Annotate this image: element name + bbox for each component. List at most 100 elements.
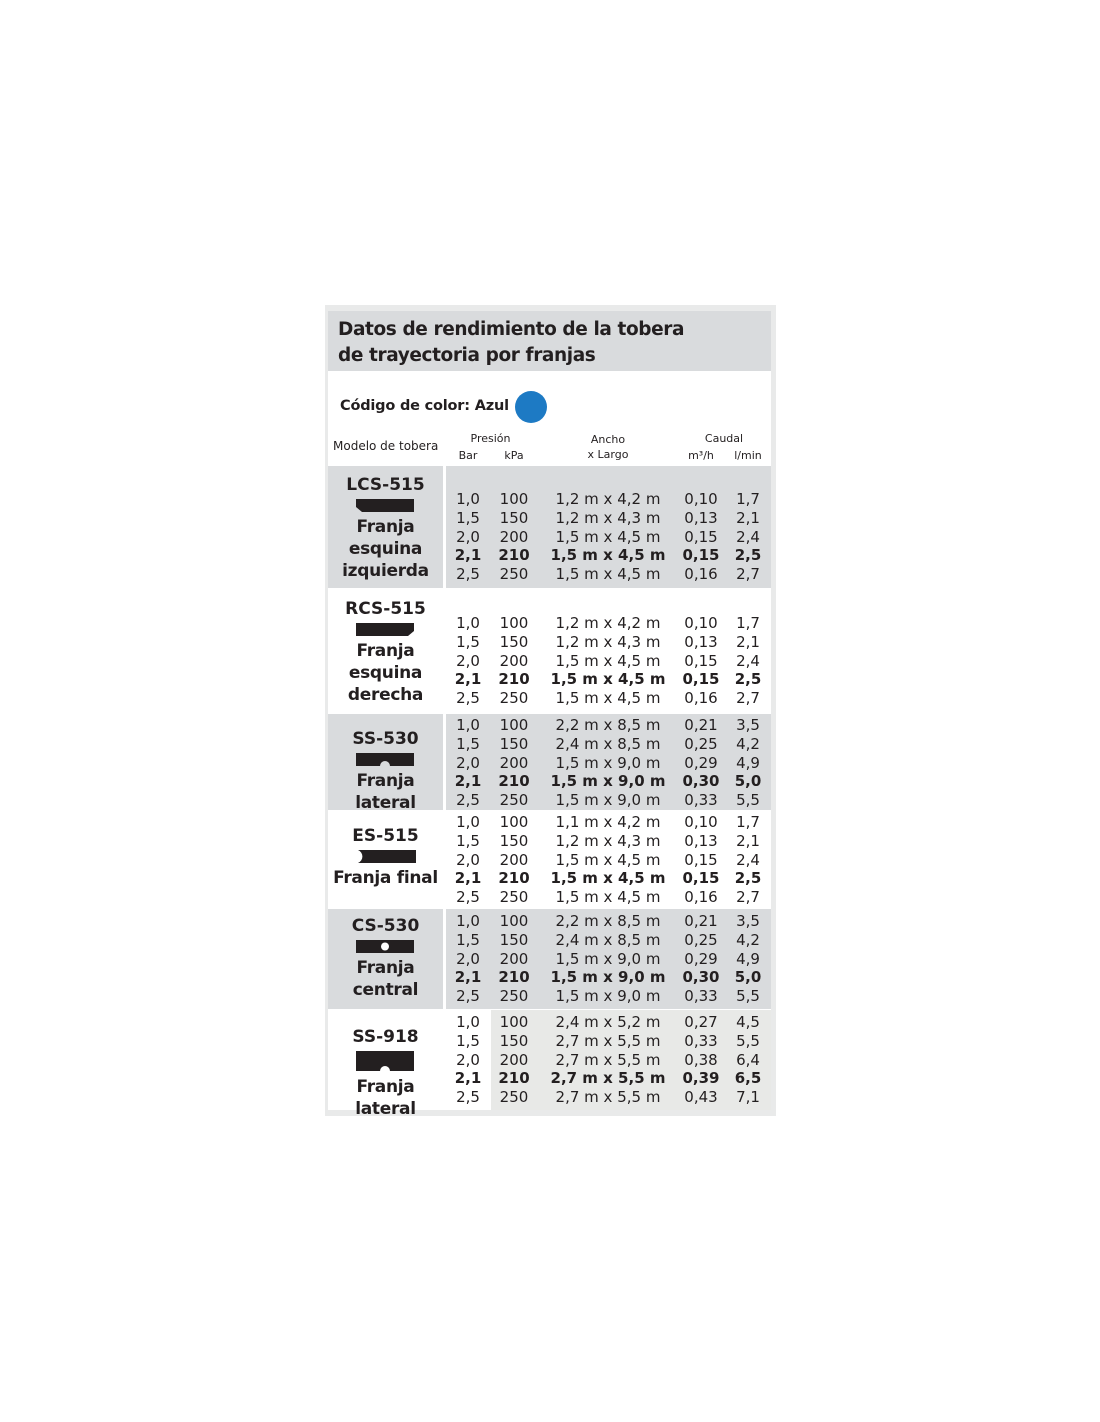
cell: 2,0 (456, 949, 480, 968)
cell: 3,5 (736, 912, 760, 930)
table-row: 1,5 150 1,2 m x 4,3 m 0,13 2,1 (328, 509, 771, 528)
cell: 1,5 (456, 734, 480, 753)
model-name: CS-530 (351, 916, 420, 936)
cell: 2,7 m x 5,5 m (555, 1088, 661, 1107)
table-row: 2,5 250 1,5 m x 9,0 m 0,33 5,5 (328, 791, 771, 810)
cell: 0,33 (684, 791, 718, 810)
table-row: 2,0 200 1,5 m x 9,0 m 0,29 4,9 (328, 950, 771, 969)
cell: 0,10 (684, 813, 718, 831)
cell: 4,9 (736, 949, 760, 968)
table-row: 2,0 200 1,5 m x 4,5 m 0,15 2,4 (328, 851, 771, 870)
cell: 250 (499, 1088, 529, 1107)
cell: 1,5 m x 9,0 m (550, 968, 666, 987)
cell: 2,1 (454, 968, 482, 987)
side-strip-icon (328, 753, 443, 767)
divider (443, 590, 446, 712)
model-description: central (352, 980, 419, 1000)
model-name: LCS-515 (346, 475, 425, 495)
page-title: Datos de rendimiento de la tobera de tra… (338, 319, 685, 366)
cell: 200 (499, 850, 529, 869)
cell: 200 (499, 527, 529, 546)
cell: 250 (499, 565, 529, 584)
cell: 210 (498, 869, 530, 888)
cell: 2,7 m x 5,5 m (550, 1069, 666, 1088)
cell: 2,2 m x 8,5 m (555, 716, 661, 734)
table-row: 1,5 150 2,7 m x 5,5 m 0,33 5,5 (328, 1032, 771, 1051)
cell: 0,43 (684, 1088, 718, 1107)
model-description: Franja final (333, 868, 438, 888)
lmin-header: l/min (734, 449, 762, 462)
cell: 2,5 (734, 670, 762, 689)
data-column-bg (491, 466, 771, 588)
cell: 210 (498, 1069, 530, 1088)
table-row: 2,5 250 1,5 m x 4,5 m 0,16 2,7 (328, 565, 771, 584)
cell: 210 (498, 546, 530, 565)
cell: 0,25 (684, 930, 718, 949)
cell: 100 (499, 912, 529, 930)
cell: 1,5 m x 9,0 m (555, 753, 661, 772)
cell: 1,5 m x 4,5 m (550, 670, 666, 689)
cell: 210 (498, 968, 530, 987)
cell: 5,5 (736, 791, 760, 810)
model-description: Franja (356, 958, 415, 978)
cell: 150 (499, 1031, 529, 1050)
model-description: Franja lateral (355, 1077, 416, 1119)
cell: 4,9 (736, 753, 760, 772)
cell: 2,0 (456, 753, 480, 772)
cell: 1,0 (456, 912, 480, 930)
data-column-bg (491, 909, 771, 1009)
model-description: izquierda (342, 561, 429, 581)
cell: 0,15 (682, 869, 720, 888)
table-row: 1,5 150 2,4 m x 8,5 m 0,25 4,2 (328, 735, 771, 754)
cell: 1,2 m x 4,3 m (555, 632, 661, 651)
color-code-label: Código de color: Azul (340, 398, 509, 414)
cell: 5,0 (734, 968, 762, 987)
model-row-es-515: ES-515 Franja final 1,0 100 1,1 m x 4,2 m 0… (328, 811, 771, 907)
cell: 2,4 m x 8,5 m (555, 734, 661, 753)
cell: 2,4 (736, 850, 760, 869)
cell: 0,16 (684, 689, 718, 708)
data-column-bg (491, 714, 771, 810)
model-header: Modelo de tobera (333, 439, 439, 453)
cell: 200 (499, 1050, 529, 1069)
cell: 250 (499, 689, 529, 708)
cell: 150 (499, 632, 529, 651)
cell: 2,4 (736, 527, 760, 546)
cell: 1,0 (456, 1013, 480, 1031)
table-row: 2,1 210 2,7 m x 5,5 m 0,39 6,5 (328, 1069, 771, 1088)
cell: 5,0 (734, 772, 762, 791)
cell: 1,7 (736, 614, 760, 632)
cell: 150 (499, 831, 529, 850)
table-row: 2,5 250 1,5 m x 9,0 m 0,33 5,5 (328, 987, 771, 1006)
model-description: esquina (348, 539, 423, 559)
model-name: SS-530 (352, 729, 419, 749)
cell: 2,4 (736, 651, 760, 670)
model-description: Franja (356, 517, 415, 537)
model-row-ss-530: SS-530 Franja lateral 1,0 100 2,2 m x 8,5 … (328, 714, 771, 813)
cell: 1,2 m x 4,3 m (555, 831, 661, 850)
table-row: 1,0 100 2,4 m x 5,2 m 0,27 4,5 (328, 1013, 771, 1032)
cell: 0,25 (684, 734, 718, 753)
model-row-rcs-515: RCS-515 Franja esquina derecha 1,0 100 1,2 m… (328, 590, 771, 712)
side-strip-wide-icon (328, 1051, 443, 1073)
cell: 2,7 m x 5,5 m (555, 1031, 661, 1050)
size-header: Ancho (590, 433, 626, 446)
cell: 2,1 (454, 869, 482, 888)
cell: 1,5 (456, 831, 480, 850)
cell: 0,30 (682, 772, 720, 791)
table-row: 1,5 150 1,2 m x 4,3 m 0,13 2,1 (328, 633, 771, 652)
cell: 0,16 (684, 565, 718, 584)
cell: 0,15 (682, 670, 720, 689)
bar-header: Bar (458, 449, 478, 462)
cell: 1,5 m x 9,0 m (555, 987, 661, 1006)
divider (443, 714, 446, 810)
cell: 100 (499, 490, 529, 508)
table-row: 2,1 210 1,5 m x 4,5 m 0,15 2,5 (328, 546, 771, 565)
m3h-header: m³/h (688, 449, 714, 462)
cell: 100 (499, 716, 529, 734)
cell: 1,5 m x 4,5 m (555, 888, 661, 907)
table-row: 1,0 100 2,2 m x 8,5 m 0,21 3,5 (328, 912, 771, 931)
cell: 1,7 (736, 813, 760, 831)
model-cell: RCS-515 Franja esquina derecha (328, 590, 443, 712)
cell: 0,15 (682, 546, 720, 565)
